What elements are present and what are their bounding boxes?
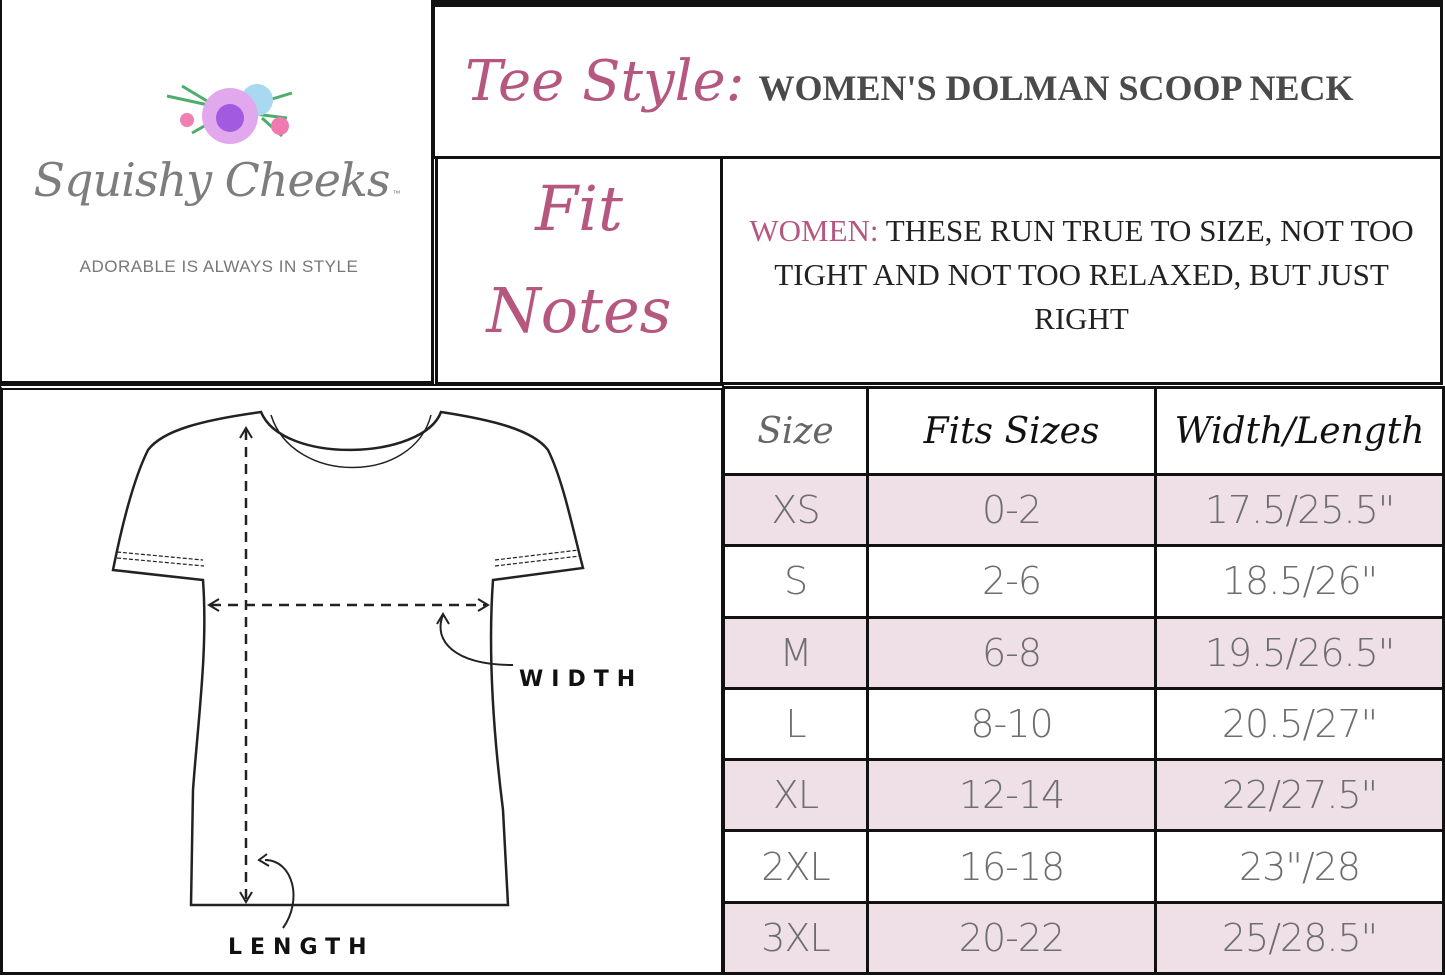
notes-label: Notes — [486, 274, 672, 347]
tee-style-row: Tee Style: WOMEN'S DOLMAN SCOOP NECK — [465, 37, 1420, 127]
cell-width-length: 22/27.5" — [1154, 758, 1445, 833]
cell-size: L — [722, 686, 869, 762]
table-row: XS 0-2 17.5/25.5" — [722, 472, 1445, 548]
fit-label: Fit — [535, 172, 623, 245]
trademark: ™ — [392, 189, 401, 198]
cell-width-length: 25/28.5" — [1154, 900, 1445, 976]
fit-notes-lead: WOMEN: — [749, 213, 879, 248]
cell-width-length: 23"/28 — [1154, 829, 1445, 904]
header-size: Size — [722, 386, 869, 476]
cell-fits-sizes: 8-10 — [866, 686, 1157, 762]
cell-fits-sizes: 16-18 — [866, 829, 1157, 904]
tee-style-label: Tee Style: — [465, 49, 745, 114]
size-table-panel: Size Fits Sizes Width/Length XS 0-2 17.5/2… — [722, 386, 1445, 976]
cell-fits-sizes: 12-14 — [866, 758, 1157, 833]
fit-notes-text: WOMEN: THESE RUN TRUE TO SIZE, NOT TOO T… — [743, 209, 1420, 341]
tee-style-value: WOMEN'S DOLMAN SCOOP NECK — [758, 68, 1354, 108]
flower-icon — [166, 84, 293, 144]
cell-fits-sizes: 6-8 — [866, 615, 1157, 690]
cell-fits-sizes: 20-22 — [866, 900, 1157, 976]
table-header-row: Size Fits Sizes Width/Length — [722, 386, 1445, 476]
table-row: XL 12-14 22/27.5" — [722, 758, 1445, 833]
cell-fits-sizes: 0-2 — [866, 472, 1157, 548]
table-row: 2XL 16-18 23"/28 — [722, 829, 1445, 904]
fit-notes-label-panel: Fit Notes — [435, 156, 723, 385]
table-row: M 6-8 19.5/26.5" — [722, 615, 1445, 690]
brand-logo: Squishy Cheeks — [33, 153, 391, 207]
logo-panel: Squishy Cheeks ™ ADORABLE IS ALWAYS IN S… — [0, 0, 434, 384]
header-width-length: Width/Length — [1154, 386, 1445, 476]
cell-size: S — [722, 544, 869, 619]
brand-tagline: ADORABLE IS ALWAYS IN STYLE — [79, 257, 359, 276]
width-label: WIDTH — [519, 667, 643, 692]
cell-size: M — [722, 615, 869, 690]
cell-width-length: 19.5/26.5" — [1154, 615, 1445, 690]
cell-fits-sizes: 2-6 — [866, 544, 1157, 619]
length-label: LENGTH — [228, 935, 375, 960]
cell-width-length: 20.5/27" — [1154, 686, 1445, 762]
fit-notes-panel: WOMEN: THESE RUN TRUE TO SIZE, NOT TOO T… — [720, 156, 1443, 385]
cell-size: 2XL — [722, 829, 869, 904]
cell-size: XS — [722, 472, 869, 548]
cell-width-length: 18.5/26" — [1154, 544, 1445, 619]
size-table: Size Fits Sizes Width/Length XS 0-2 17.5/2… — [722, 386, 1445, 976]
tee-shirt-diagram: WIDTH LENGTH — [111, 410, 643, 960]
tee-diagram-panel: WIDTH LENGTH — [0, 384, 724, 975]
fit-notes-body: THESE RUN TRUE TO SIZE, NOT TOO TIGHT AN… — [774, 213, 1414, 336]
cell-width-length: 17.5/25.5" — [1154, 472, 1445, 548]
cell-size: XL — [722, 758, 869, 833]
cell-size: 3XL — [722, 900, 869, 976]
header-fits-sizes: Fits Sizes — [866, 386, 1157, 476]
table-row: L 8-10 20.5/27" — [722, 686, 1445, 762]
tee-style-panel: Tee Style: WOMEN'S DOLMAN SCOOP NECK — [432, 0, 1443, 159]
brand-logo-row: Squishy Cheeks ™ — [2, 150, 432, 210]
table-row: S 2-6 18.5/26" — [722, 544, 1445, 619]
table-row: 3XL 20-22 25/28.5" — [722, 900, 1445, 976]
